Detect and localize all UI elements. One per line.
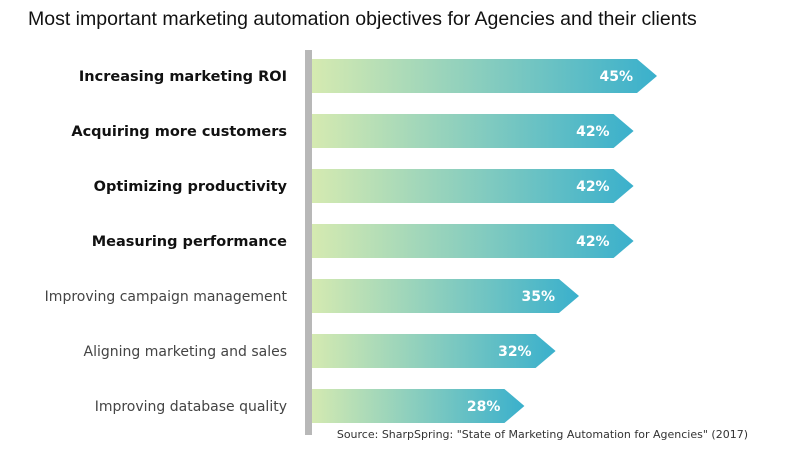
bar-value-label: 42% — [576, 234, 610, 250]
category-label: Aligning marketing and sales — [84, 344, 287, 360]
labels-layer: 45% Increasing marketing ROI 42% Acquiring … — [45, 69, 633, 415]
bar-value-label: 32% — [498, 344, 532, 360]
bar-value-label: 45% — [599, 69, 633, 85]
bar-3 — [306, 224, 634, 258]
bar-value-label: 35% — [521, 289, 555, 305]
chart-title: Most important marketing automation obje… — [28, 8, 697, 30]
category-label: Improving campaign management — [45, 289, 288, 305]
bars-layer — [306, 59, 657, 423]
bar-1 — [306, 114, 634, 148]
source-note: Source: SharpSpring: "State of Marketing… — [336, 428, 748, 441]
bar-value-label: 42% — [576, 124, 610, 140]
bar-5 — [306, 334, 556, 368]
bar-value-label: 28% — [467, 399, 501, 415]
category-label: Increasing marketing ROI — [79, 69, 287, 85]
category-label: Improving database quality — [95, 399, 287, 415]
category-label: Measuring performance — [92, 234, 287, 250]
category-label: Optimizing productivity — [94, 179, 288, 195]
bar-value-label: 42% — [576, 179, 610, 195]
bar-0 — [306, 59, 657, 93]
category-label: Acquiring more customers — [71, 124, 287, 140]
bar-2 — [306, 169, 634, 203]
y-axis-line — [305, 50, 312, 435]
bar-6 — [306, 389, 525, 423]
bar-4 — [306, 279, 579, 313]
